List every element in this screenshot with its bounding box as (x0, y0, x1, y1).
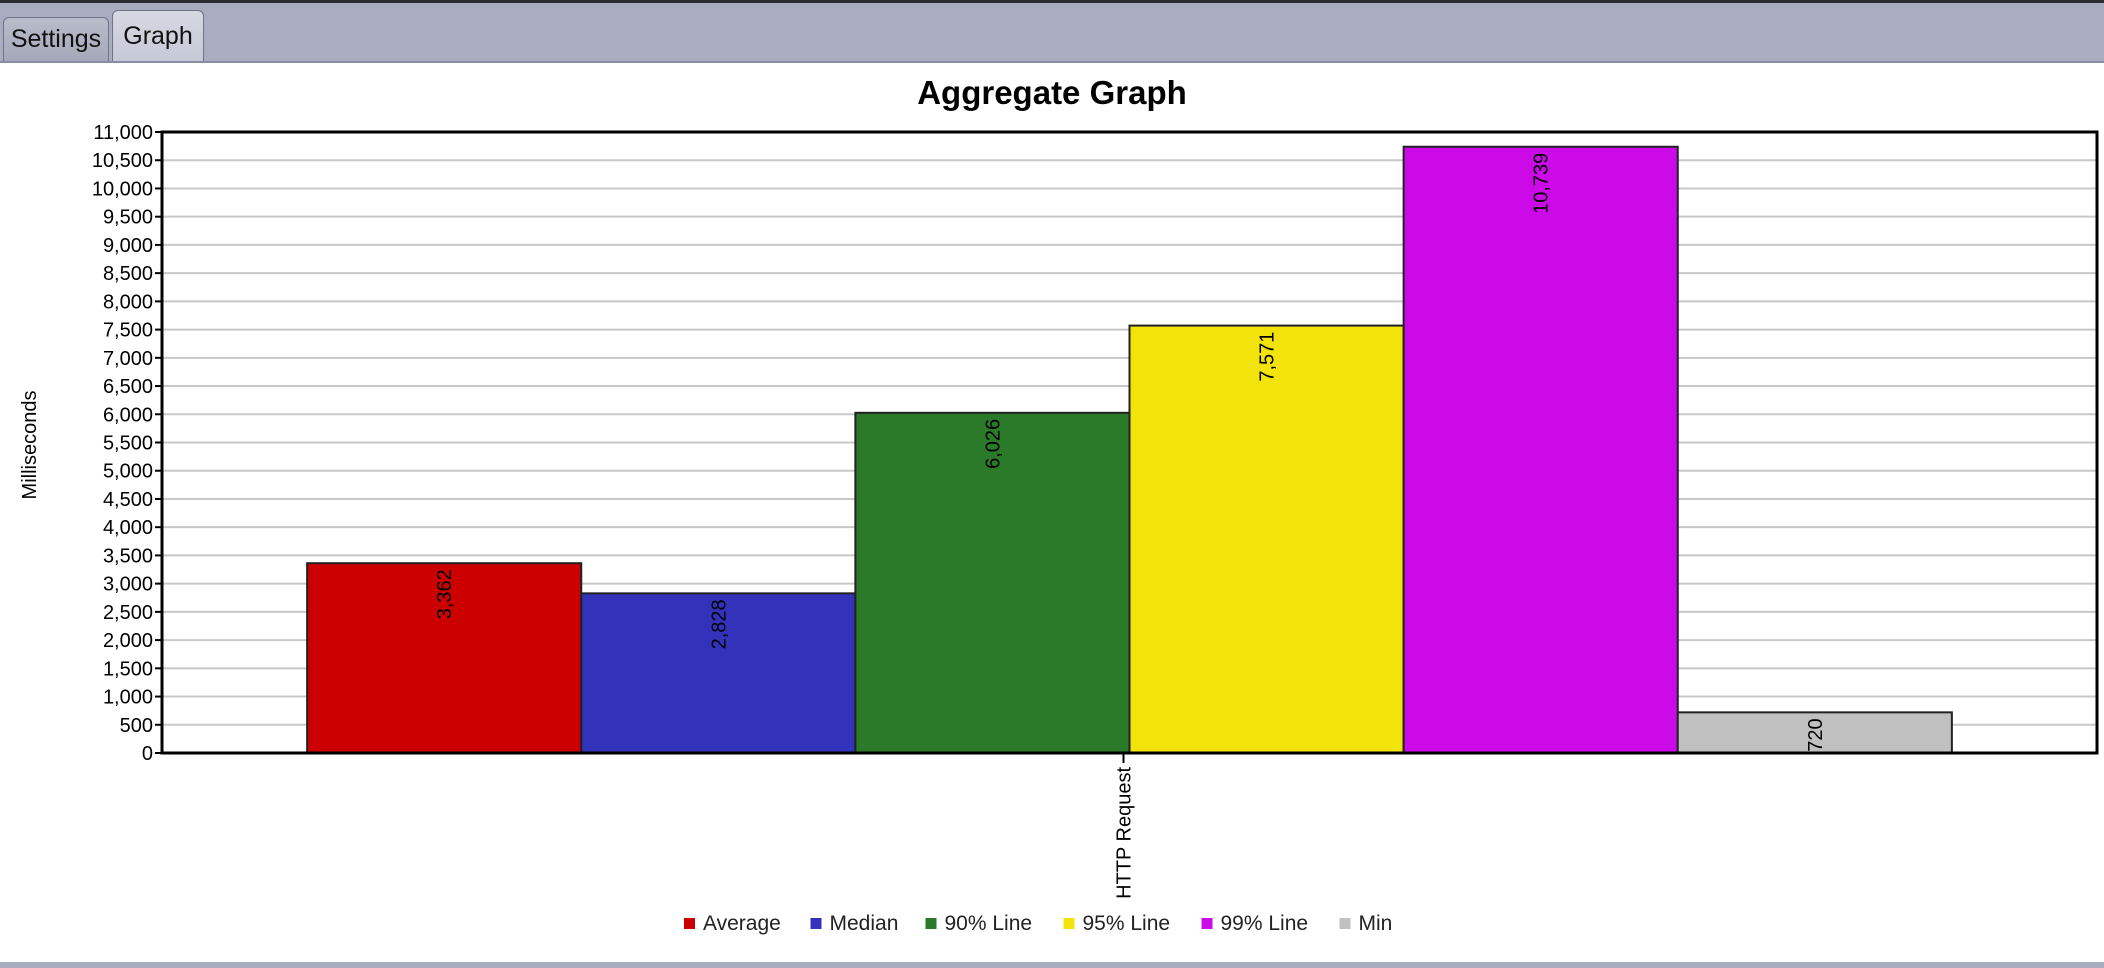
y-tick-label: 9,000 (103, 235, 153, 257)
y-tick-label: 1,000 (103, 687, 153, 709)
y-tick-label: 5,000 (103, 461, 153, 483)
y-tick-label: 2,000 (103, 630, 153, 652)
y-tick-label: 4,500 (103, 489, 153, 511)
bar-value-label: 2,828 (708, 599, 730, 649)
bar-value-label: 3,362 (434, 569, 456, 619)
y-tick-label: 6,500 (103, 376, 153, 398)
y-tick-label: 4,000 (103, 517, 153, 539)
y-axis-ticks: 0 500 1,000 1,500 2,000 2,500 3,000 3,500 4,000 4… (92, 122, 162, 765)
x-axis-ticks: HTTP Request (1114, 753, 1136, 899)
legend-label: Median (830, 912, 899, 935)
y-tick-label: 7,000 (103, 348, 153, 370)
y-tick-label: 8,000 (103, 291, 153, 313)
y-tick-label: 10,500 (92, 150, 153, 172)
bar-value-label: 6,026 (982, 419, 1004, 469)
y-tick-label: 10,000 (92, 178, 153, 200)
y-tick-label: 500 (120, 715, 153, 737)
legend-swatch-99-line (1201, 918, 1213, 929)
bar-95-line (1128, 324, 1405, 754)
legend-label: 90% Line (945, 912, 1033, 935)
panel-bottom-border (0, 962, 2104, 968)
legend-swatch-average (684, 918, 695, 929)
bar-min (1676, 711, 1953, 754)
legend-swatch-min (1339, 918, 1351, 929)
legend-label: Min (1359, 912, 1393, 935)
bar-99-line (1402, 145, 1679, 755)
y-tick-label: 2,500 (103, 602, 153, 624)
bar-value-label: 7,571 (1257, 332, 1279, 382)
bar-90-line (854, 411, 1131, 754)
bar-value-label: 720 (1805, 718, 1827, 751)
y-tick-label: 5,500 (103, 433, 153, 455)
legend-swatch-90-line (925, 918, 937, 929)
legend-swatch-95-line (1063, 918, 1075, 929)
window-top-border (0, 0, 2104, 3)
y-tick-label: 8,500 (103, 263, 153, 285)
bars (306, 145, 1953, 755)
plot-frame (160, 130, 2099, 755)
legend-label: Average (703, 912, 781, 935)
bar-value-label: 10,739 (1531, 153, 1553, 214)
y-tick-label: 3,500 (103, 545, 153, 567)
chart-title: Aggregate Graph (917, 74, 1187, 111)
tab-bar: Settings Graph (0, 3, 2104, 62)
x-tick-label: HTTP Request (1114, 767, 1136, 899)
y-tick-label: 0 (142, 743, 153, 765)
bar-value-labels: 3,362 2,828 6,026 7,571 10,739 720 (434, 153, 1827, 752)
tab-graph[interactable]: Graph (112, 10, 204, 62)
tab-settings[interactable]: Settings (3, 17, 109, 61)
y-tick-label: 1,500 (103, 658, 153, 680)
y-tick-label: 7,500 (103, 320, 153, 342)
y-tick-label: 3,000 (103, 574, 153, 596)
y-tick-label: 11,000 (93, 122, 153, 144)
legend-label: 99% Line (1221, 912, 1309, 935)
y-tick-label: 9,500 (103, 207, 153, 229)
bar-median (580, 592, 857, 755)
y-tick-label: 6,000 (103, 404, 153, 426)
y-axis-label: Milliseconds (19, 391, 41, 500)
legend: Average Median 90% Line 95% Line 99% Line Min (684, 912, 1392, 935)
legend-label: 95% Line (1083, 912, 1171, 935)
legend-swatch-median (810, 918, 822, 929)
bar-average (306, 562, 583, 755)
